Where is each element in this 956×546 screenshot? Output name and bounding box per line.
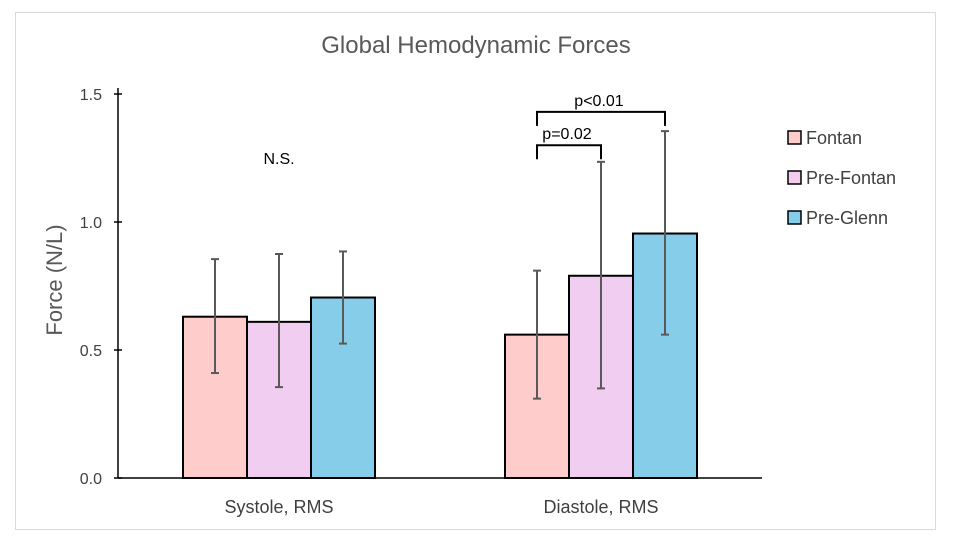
x-category-label: Diastole, RMS bbox=[543, 497, 658, 517]
x-category-label: Systole, RMS bbox=[224, 497, 333, 517]
legend-label: Fontan bbox=[806, 128, 862, 148]
chart-frame bbox=[15, 12, 936, 530]
y-tick-label: 1.0 bbox=[80, 215, 102, 232]
legend-swatch bbox=[787, 210, 802, 225]
significance-bracket bbox=[536, 110, 666, 126]
significance-label: p=0.02 bbox=[542, 126, 591, 143]
legend-label: Pre-Glenn bbox=[806, 208, 888, 228]
significance-label: N.S. bbox=[263, 151, 294, 168]
chart-title: Global Hemodynamic Forces bbox=[321, 32, 630, 59]
y-axis-label: Force (N/L) bbox=[42, 224, 67, 335]
y-tick-label: 0.5 bbox=[80, 343, 102, 360]
y-tick-label: 1.5 bbox=[80, 87, 102, 104]
legend-label: Pre-Fontan bbox=[806, 168, 896, 188]
legend-swatch bbox=[787, 130, 802, 145]
significance-label: p<0.01 bbox=[574, 93, 623, 110]
significance-bracket bbox=[536, 144, 602, 160]
legend-swatch bbox=[787, 170, 802, 185]
y-tick-label: 0.0 bbox=[80, 471, 102, 488]
